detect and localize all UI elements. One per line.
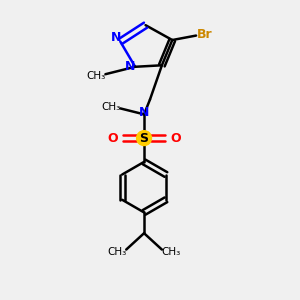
Circle shape — [136, 131, 152, 146]
Text: S: S — [140, 132, 148, 145]
Text: Br: Br — [197, 28, 213, 40]
Text: N: N — [111, 32, 121, 44]
Text: CH₃: CH₃ — [161, 247, 180, 257]
Text: CH₃: CH₃ — [102, 102, 121, 112]
Text: CH₃: CH₃ — [108, 247, 127, 257]
Text: N: N — [124, 60, 135, 73]
Text: CH₃: CH₃ — [87, 71, 106, 81]
Text: O: O — [107, 132, 118, 145]
Text: O: O — [170, 132, 181, 145]
Text: N: N — [139, 106, 149, 119]
